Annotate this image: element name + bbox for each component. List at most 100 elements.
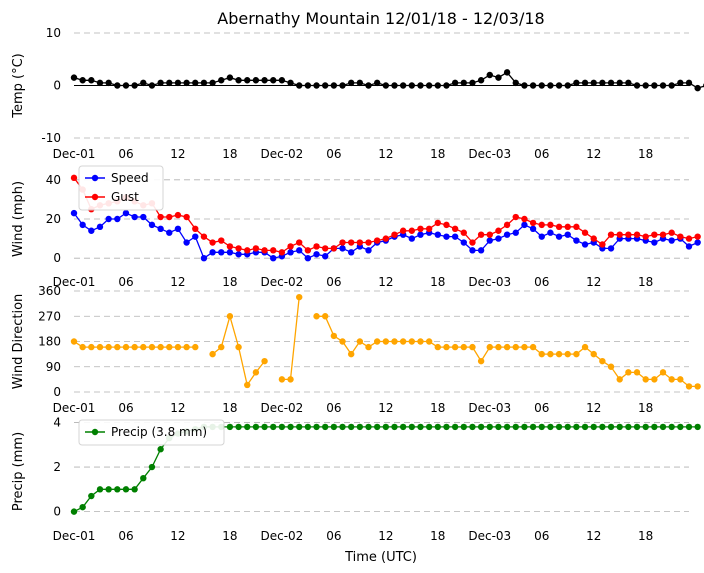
precip-data-point [313, 423, 320, 431]
temp-data-point [391, 82, 398, 89]
wind-data-point [140, 213, 147, 221]
temp-data-point [287, 79, 294, 87]
wind-data-point [166, 213, 173, 221]
direction-data-point [105, 343, 112, 351]
precip-data-point [460, 423, 467, 431]
temp-data-point [373, 79, 381, 87]
precip-data-point [529, 423, 537, 431]
precip-ytick-label: 4 [53, 415, 61, 429]
temp-data-point [192, 79, 199, 87]
wind-data-point [356, 239, 364, 246]
temp-data-point [183, 79, 190, 87]
temp-data-point [321, 82, 329, 89]
precip-data-point [668, 423, 675, 431]
wind-data-point [633, 231, 641, 238]
wind-data-point [235, 251, 242, 258]
precip-data-point [581, 423, 589, 431]
wind-data-point [114, 215, 121, 223]
wind-ytick-label: 40 [46, 173, 61, 187]
precip-xtick-label: Dec-02 [260, 529, 303, 543]
wind-data-point [434, 231, 442, 238]
temp-data-point [408, 82, 416, 89]
wind-xtick-label: 18 [638, 275, 653, 289]
direction-data-point [399, 338, 407, 345]
direction-series-line [316, 315, 698, 388]
wind-data-point [503, 231, 511, 238]
direction-ytick-label: 360 [38, 284, 61, 298]
wind-data-point [347, 249, 355, 256]
temp-xtick-label: 12 [170, 147, 185, 161]
direction-ytick-label: 180 [38, 335, 61, 349]
direction-xtick-label: 18 [638, 401, 653, 415]
wind-data-point [538, 233, 545, 240]
precip-data-point [88, 492, 95, 500]
precip-data-point [633, 423, 641, 431]
temp-data-point [538, 82, 545, 89]
temp-xtick-label: 18 [638, 147, 653, 161]
direction-data-point [174, 343, 182, 351]
wind-data-point [313, 243, 320, 250]
direction-data-point [356, 338, 364, 345]
direction-data-point [668, 376, 675, 383]
wind-data-point [148, 221, 156, 229]
panels: -10 0 10 Temp (°C) Dec-01 06 12 18 Dec-02 06 12 18 D… [11, 26, 704, 543]
wind-data-point [547, 221, 554, 229]
direction-data-point [512, 343, 519, 351]
wind-data-point [70, 209, 78, 217]
temp-data-point [347, 79, 355, 87]
temp-xtick-label: 12 [378, 147, 393, 161]
temp-data-point [521, 82, 528, 89]
precip-data-point [512, 423, 519, 431]
direction-data-point [677, 376, 684, 383]
wind-data-point [226, 249, 234, 256]
direction-data-point [183, 343, 190, 351]
precip-data-point [425, 423, 433, 431]
precip-ytick-label: 0 [53, 505, 61, 519]
temp-xtick-label: 06 [118, 147, 133, 161]
precip-data-point [486, 423, 493, 431]
wind-data-point [278, 249, 286, 256]
direction-data-point [382, 338, 390, 345]
direction-data-point [235, 343, 242, 351]
wind-data-point [174, 225, 182, 232]
direction-data-point [555, 350, 563, 358]
precip-xtick-label: 12 [378, 529, 393, 543]
direction-data-point [659, 369, 667, 376]
wind-data-point [495, 235, 502, 242]
direction-data-point [547, 350, 554, 358]
wind-data-point [373, 237, 381, 244]
precip-data-point [339, 423, 346, 431]
precip-xtick-label: 12 [586, 529, 601, 543]
direction-data-point [244, 381, 251, 389]
wind-data-point [607, 231, 615, 238]
temp-data-point [625, 79, 632, 87]
temp-data-point [694, 84, 701, 92]
temp-data-point [365, 82, 372, 89]
wind-data-point [616, 231, 623, 238]
wind-data-point [88, 227, 95, 234]
precip-data-point [235, 423, 242, 431]
direction-y-axis-label: Wind Direction [11, 294, 26, 390]
precip-data-point [226, 423, 234, 431]
wind-data-point [495, 227, 502, 234]
wind-data-point [339, 245, 346, 252]
temp-y-axis-label: Temp (°C) [11, 53, 26, 119]
temp-xtick-label: 18 [222, 147, 237, 161]
temp-data-point [659, 82, 667, 89]
wind-data-point [460, 239, 467, 246]
precip-data-point [469, 423, 476, 431]
temp-data-point [668, 82, 675, 89]
direction-xtick-label: Dec-02 [260, 401, 303, 415]
precip-data-point [321, 423, 329, 431]
wind-data-point [659, 231, 667, 238]
wind-data-point [581, 229, 589, 236]
direction-data-point [313, 313, 320, 320]
temp-data-point [356, 79, 364, 87]
direction-xtick-label: 12 [170, 401, 185, 415]
direction-data-point [564, 350, 571, 358]
temp-xtick-label: 06 [534, 147, 549, 161]
direction-data-point [96, 343, 104, 351]
temp-data-point [244, 77, 251, 84]
precip-data-point [304, 423, 312, 431]
